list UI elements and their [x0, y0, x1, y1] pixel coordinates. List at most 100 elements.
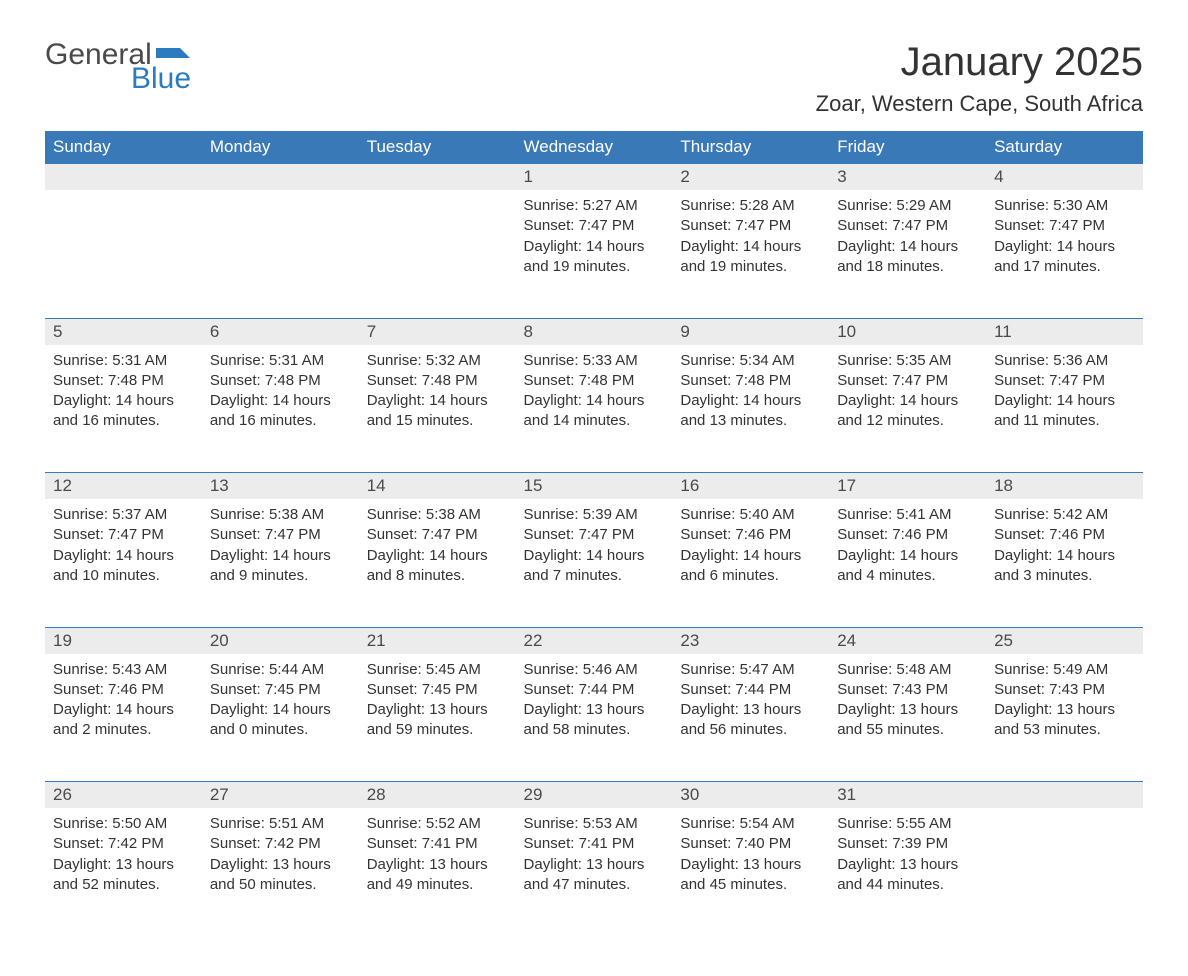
sunset-line: Sunset: 7:41 PM — [524, 834, 665, 854]
sunrise-line: Sunrise: 5:50 AM — [53, 814, 194, 834]
day-content-cell: Sunrise: 5:33 AMSunset: 7:48 PMDaylight:… — [516, 345, 673, 473]
day-content-cell: Sunrise: 5:54 AMSunset: 7:40 PMDaylight:… — [672, 808, 829, 936]
day-content-cell: Sunrise: 5:35 AMSunset: 7:47 PMDaylight:… — [829, 345, 986, 473]
daylight-line: Daylight: 14 hours and 15 minutes. — [367, 391, 508, 432]
day-content-cell: Sunrise: 5:48 AMSunset: 7:43 PMDaylight:… — [829, 654, 986, 782]
sunrise-line: Sunrise: 5:30 AM — [994, 196, 1135, 216]
weekday-header: Tuesday — [359, 131, 516, 164]
logo: General Blue — [45, 40, 191, 94]
sunrise-line: Sunrise: 5:35 AM — [837, 351, 978, 371]
day-content-row: Sunrise: 5:37 AMSunset: 7:47 PMDaylight:… — [45, 499, 1143, 627]
sunrise-line: Sunrise: 5:27 AM — [524, 196, 665, 216]
sunset-line: Sunset: 7:42 PM — [210, 834, 351, 854]
day-content-cell: Sunrise: 5:36 AMSunset: 7:47 PMDaylight:… — [986, 345, 1143, 473]
sunrise-line: Sunrise: 5:34 AM — [680, 351, 821, 371]
sunset-line: Sunset: 7:44 PM — [524, 680, 665, 700]
daylight-line: Daylight: 13 hours and 47 minutes. — [524, 855, 665, 896]
sunset-line: Sunset: 7:43 PM — [837, 680, 978, 700]
sunset-line: Sunset: 7:40 PM — [680, 834, 821, 854]
day-number-cell: 12 — [45, 473, 202, 500]
day-content-cell: Sunrise: 5:52 AMSunset: 7:41 PMDaylight:… — [359, 808, 516, 936]
daylight-line: Daylight: 13 hours and 59 minutes. — [367, 700, 508, 741]
daylight-line: Daylight: 14 hours and 16 minutes. — [53, 391, 194, 432]
sunrise-line: Sunrise: 5:31 AM — [210, 351, 351, 371]
day-content-cell: Sunrise: 5:43 AMSunset: 7:46 PMDaylight:… — [45, 654, 202, 782]
sunrise-line: Sunrise: 5:32 AM — [367, 351, 508, 371]
weekday-header: Thursday — [672, 131, 829, 164]
day-content-cell: Sunrise: 5:55 AMSunset: 7:39 PMDaylight:… — [829, 808, 986, 936]
sunrise-line: Sunrise: 5:38 AM — [367, 505, 508, 525]
day-number-cell — [202, 164, 359, 191]
calendar-table: Sunday Monday Tuesday Wednesday Thursday… — [45, 131, 1143, 936]
sunrise-line: Sunrise: 5:45 AM — [367, 660, 508, 680]
sunset-line: Sunset: 7:47 PM — [524, 525, 665, 545]
day-number-row: 1234 — [45, 164, 1143, 191]
day-number-cell: 16 — [672, 473, 829, 500]
daylight-line: Daylight: 13 hours and 52 minutes. — [53, 855, 194, 896]
sunset-line: Sunset: 7:47 PM — [367, 525, 508, 545]
daylight-line: Daylight: 14 hours and 19 minutes. — [524, 237, 665, 278]
daylight-line: Daylight: 13 hours and 49 minutes. — [367, 855, 508, 896]
sunrise-line: Sunrise: 5:55 AM — [837, 814, 978, 834]
sunrise-line: Sunrise: 5:54 AM — [680, 814, 821, 834]
day-content-cell: Sunrise: 5:27 AMSunset: 7:47 PMDaylight:… — [516, 190, 673, 318]
day-content-cell: Sunrise: 5:49 AMSunset: 7:43 PMDaylight:… — [986, 654, 1143, 782]
day-number-cell: 15 — [516, 473, 673, 500]
daylight-line: Daylight: 14 hours and 18 minutes. — [837, 237, 978, 278]
daylight-line: Daylight: 14 hours and 14 minutes. — [524, 391, 665, 432]
title-block: January 2025 Zoar, Western Cape, South A… — [816, 40, 1143, 117]
day-number-cell: 25 — [986, 627, 1143, 654]
daylight-line: Daylight: 14 hours and 8 minutes. — [367, 546, 508, 587]
day-number-cell: 11 — [986, 318, 1143, 345]
day-content-cell: Sunrise: 5:31 AMSunset: 7:48 PMDaylight:… — [45, 345, 202, 473]
day-number-row: 262728293031 — [45, 782, 1143, 809]
day-number-cell: 6 — [202, 318, 359, 345]
day-content-row: Sunrise: 5:50 AM Sunset: 7:42 PM Daylight:… — [45, 808, 1143, 936]
day-content-cell: Sunrise: 5:53 AMSunset: 7:41 PMDaylight:… — [516, 808, 673, 936]
sunrise-line: Sunrise: 5:52 AM — [367, 814, 508, 834]
sunset-line: Sunset: 7:48 PM — [53, 371, 194, 391]
day-content-cell: Sunrise: 5:32 AMSunset: 7:48 PMDaylight:… — [359, 345, 516, 473]
daylight-line: Daylight: 14 hours and 2 minutes. — [53, 700, 194, 741]
day-content-row: Sunrise: 5:31 AMSunset: 7:48 PMDaylight:… — [45, 345, 1143, 473]
daylight-line: Daylight: 14 hours and 7 minutes. — [524, 546, 665, 587]
weekday-header: Monday — [202, 131, 359, 164]
day-number-row: 567891011 — [45, 318, 1143, 345]
daylight-line: Daylight: 14 hours and 3 minutes. — [994, 546, 1135, 587]
day-content-cell: Sunrise: 5:28 AMSunset: 7:47 PMDaylight:… — [672, 190, 829, 318]
daylight-line: Daylight: 14 hours and 0 minutes. — [210, 700, 351, 741]
day-number-row: 19202122232425 — [45, 627, 1143, 654]
day-number-cell: 5 — [45, 318, 202, 345]
sunset-line: Sunset: 7:47 PM — [680, 216, 821, 236]
daylight-line: Daylight: 14 hours and 12 minutes. — [837, 391, 978, 432]
sunrise-line: Sunrise: 5:28 AM — [680, 196, 821, 216]
day-number-cell: 26 — [45, 782, 202, 809]
sunrise-line: Sunrise: 5:33 AM — [524, 351, 665, 371]
daylight-line: Daylight: 14 hours and 11 minutes. — [994, 391, 1135, 432]
sunrise-line: Sunrise: 5:46 AM — [524, 660, 665, 680]
day-content-cell: Sunrise: 5:41 AMSunset: 7:46 PMDaylight:… — [829, 499, 986, 627]
day-number-cell: 21 — [359, 627, 516, 654]
daylight-line: Daylight: 13 hours and 44 minutes. — [837, 855, 978, 896]
day-number-cell: 9 — [672, 318, 829, 345]
daylight-line: Daylight: 14 hours and 9 minutes. — [210, 546, 351, 587]
day-content-cell: Sunrise: 5:37 AMSunset: 7:47 PMDaylight:… — [45, 499, 202, 627]
day-number-cell: 10 — [829, 318, 986, 345]
daylight-line: Daylight: 14 hours and 19 minutes. — [680, 237, 821, 278]
sunset-line: Sunset: 7:47 PM — [994, 216, 1135, 236]
day-number-cell: 22 — [516, 627, 673, 654]
day-content-cell — [45, 190, 202, 318]
logo-text-blue: Blue — [131, 64, 191, 94]
sunrise-line: Sunrise: 5:39 AM — [524, 505, 665, 525]
day-content-row: Sunrise: 5:43 AMSunset: 7:46 PMDaylight:… — [45, 654, 1143, 782]
day-number-cell — [986, 782, 1143, 809]
day-number-cell: 8 — [516, 318, 673, 345]
page-title: January 2025 — [816, 40, 1143, 85]
sunrise-line: Sunrise: 5:44 AM — [210, 660, 351, 680]
day-content-cell: Sunrise: 5:38 AMSunset: 7:47 PMDaylight:… — [359, 499, 516, 627]
daylight-line: Daylight: 14 hours and 4 minutes. — [837, 546, 978, 587]
day-number-cell: 14 — [359, 473, 516, 500]
sunrise-line: Sunrise: 5:47 AM — [680, 660, 821, 680]
flag-icon — [156, 44, 190, 64]
day-content-cell: Sunrise: 5:34 AMSunset: 7:48 PMDaylight:… — [672, 345, 829, 473]
